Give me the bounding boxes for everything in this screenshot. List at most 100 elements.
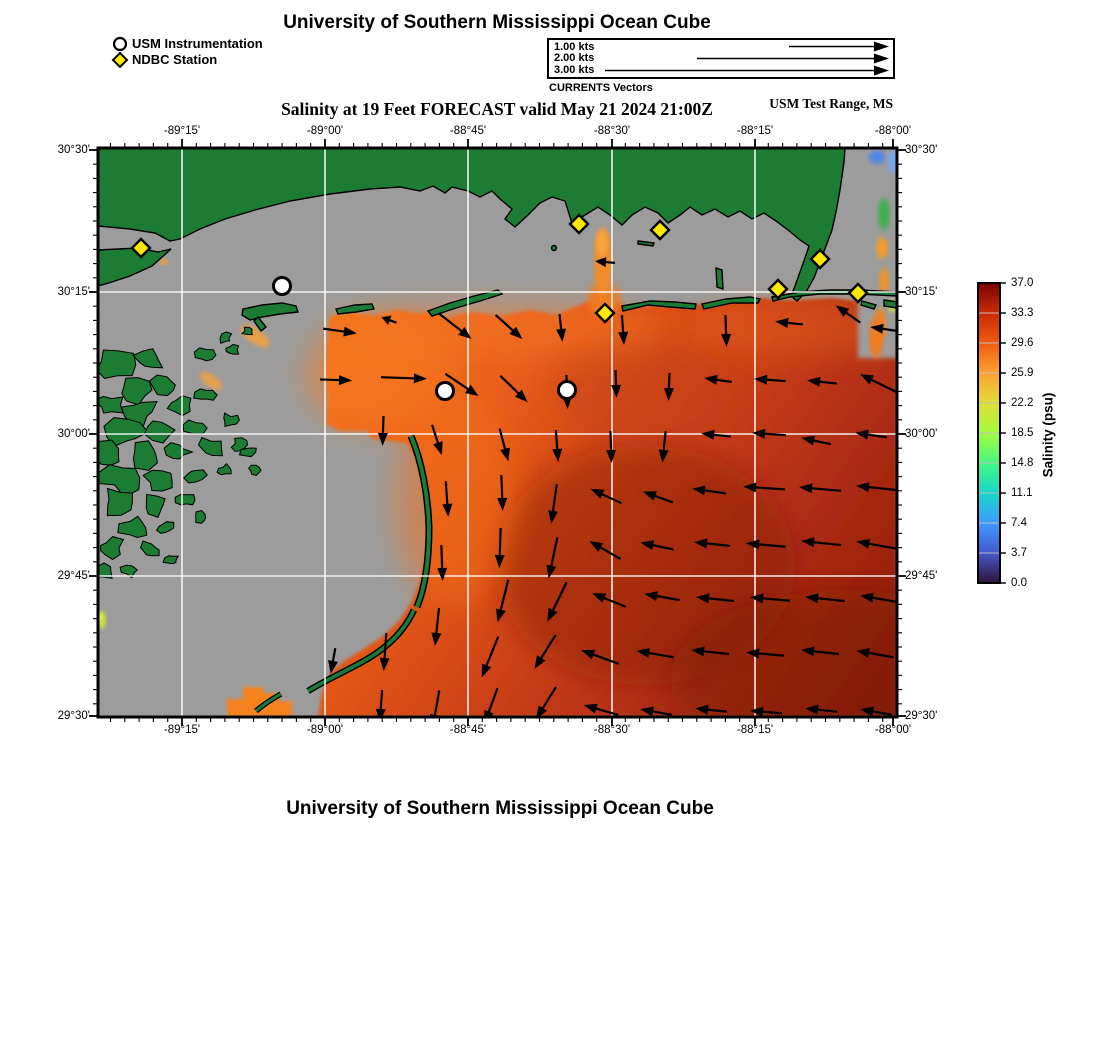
arrow-shaft [558, 313, 563, 332]
y-tick-label-right: 30°15' [905, 286, 938, 298]
current-arrow [746, 648, 785, 659]
arrow-head [514, 389, 528, 403]
marsh-blob [143, 420, 176, 444]
arrow-head [855, 429, 869, 440]
arrow-shaft [323, 327, 347, 333]
marsh-blob [103, 417, 150, 448]
arrow-shaft [815, 708, 838, 713]
legend-item-label: NDBC Station [132, 52, 218, 67]
current-arrow [692, 485, 726, 496]
colorbar [977, 282, 1006, 584]
current-arrow [860, 706, 892, 717]
current-arrow [375, 689, 386, 717]
current-arrow [430, 690, 441, 717]
dark-salinity-patch [670, 590, 897, 717]
arrow-head [590, 488, 605, 499]
current-arrow [494, 314, 523, 340]
currents-legend-entry: 2.00 kts [554, 52, 889, 64]
marsh-blob [155, 521, 175, 534]
arrow-head [874, 65, 889, 76]
arrow-head [583, 703, 598, 714]
marsh-blob [195, 509, 207, 524]
current-arrow [481, 636, 500, 678]
petit-bois-island [701, 296, 762, 310]
arrow-head [856, 648, 870, 658]
current-arrow [701, 429, 732, 440]
current-arrow [548, 484, 558, 524]
arrow-head [618, 331, 629, 345]
marsh-blob [248, 464, 262, 477]
arrow-head [856, 482, 870, 493]
colorbar-tick-label: 22.2 [1011, 397, 1034, 409]
arrow-head [799, 483, 813, 494]
arrow-head [691, 646, 705, 657]
arrow-head [801, 537, 815, 548]
arrow-shaft [764, 378, 787, 383]
arrow-shaft [593, 707, 619, 717]
current-arrow [801, 435, 831, 446]
colorbar-axis-label: Salinity (psu) [1040, 392, 1056, 478]
y-tick-label-right: 30°00' [905, 428, 938, 440]
arrow-head [642, 491, 657, 501]
colorbar-tick-label: 7.4 [1011, 517, 1027, 529]
currents-speed-label: 1.00 kts [554, 40, 595, 53]
arrow-shaft [609, 430, 613, 453]
arrow-head [696, 593, 710, 604]
current-arrow [644, 591, 680, 602]
arrow-shaft [701, 650, 730, 656]
current-arrow [746, 539, 787, 550]
marsh-blob [241, 326, 253, 336]
arrow-head [509, 326, 523, 340]
x-tick-label-top: -88°00' [874, 125, 912, 137]
current-arrow [379, 632, 390, 671]
arrow-shaft [704, 542, 731, 547]
current-arrow [595, 257, 616, 268]
islet [550, 244, 558, 252]
arrow-shaft [646, 651, 674, 659]
map-frame [96, 146, 899, 719]
arrow-shaft [650, 710, 672, 716]
current-arrow [860, 592, 897, 604]
colorbar-tick-label: 33.3 [1011, 307, 1034, 319]
arrow-head [874, 41, 889, 52]
marsh-blob [121, 377, 153, 406]
arrow-head [437, 567, 448, 581]
arrow-head [338, 375, 352, 386]
arrow-head [442, 503, 453, 517]
bay-salinity-orange [869, 318, 883, 358]
ndbc-station-marker [130, 237, 152, 259]
arrow-head [552, 448, 563, 462]
ndbc-station-marker [847, 282, 869, 304]
current-vectors [319, 257, 897, 717]
current-arrow [855, 429, 887, 440]
arrow-shaft [379, 689, 384, 712]
arrow-shaft [811, 439, 831, 446]
current-arrow [694, 538, 731, 549]
cat-island-spur [253, 315, 267, 333]
arrow-head [431, 632, 442, 646]
current-arrow [704, 374, 733, 385]
current-arrow [444, 372, 479, 397]
current-arrow [498, 428, 510, 462]
current-arrow [743, 482, 786, 493]
cat-island [241, 302, 299, 321]
arrow-shaft [331, 648, 337, 664]
arrow-shaft [870, 710, 892, 716]
arrow-head [548, 510, 558, 524]
ndbc-station-marker [809, 248, 831, 270]
current-arrow [589, 541, 622, 560]
current-arrow [323, 326, 357, 337]
arrow-shaft [540, 686, 558, 711]
marsh-blob [132, 348, 164, 369]
arrow-shaft [815, 596, 846, 603]
current-arrow [750, 593, 791, 604]
arrow-shaft [380, 376, 417, 380]
arrow-head [692, 485, 706, 496]
arrow-head [695, 704, 709, 715]
arrow-shaft [494, 314, 515, 333]
arrow-head [381, 315, 392, 325]
colorbar-tick-label: 14.8 [1011, 457, 1034, 469]
arrow-head [663, 387, 674, 401]
arrow-shaft [809, 487, 842, 492]
usm-instrumentation-marker [557, 380, 577, 400]
